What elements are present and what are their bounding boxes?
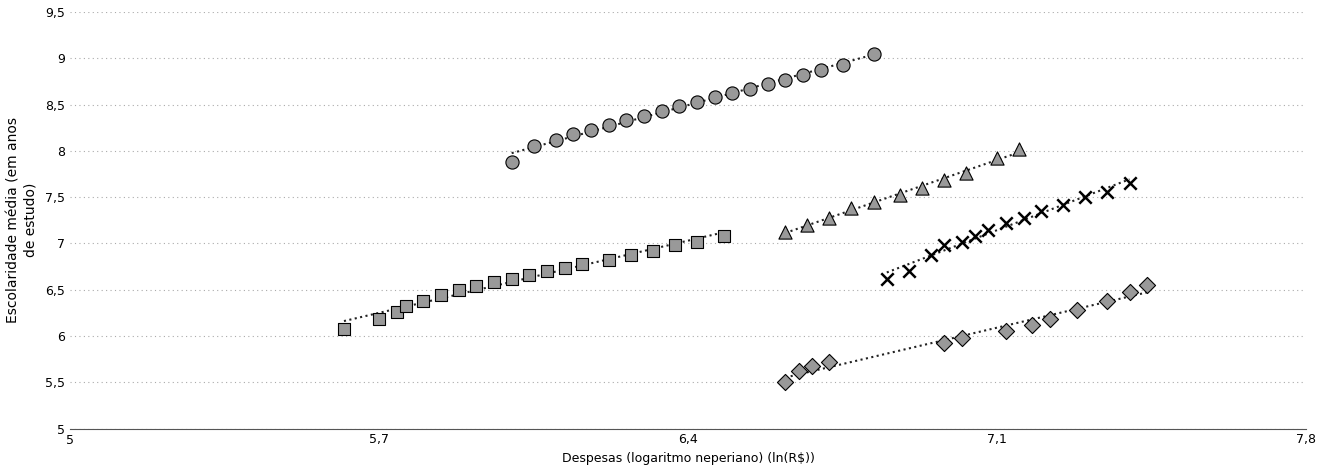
Point bbox=[863, 198, 884, 205]
Point bbox=[1031, 207, 1052, 215]
Point bbox=[1013, 214, 1035, 221]
Point bbox=[951, 334, 972, 342]
Point bbox=[955, 169, 976, 177]
Point bbox=[912, 184, 933, 192]
Point bbox=[562, 130, 583, 138]
Point bbox=[1053, 201, 1074, 208]
Point bbox=[775, 76, 796, 84]
Point bbox=[934, 242, 955, 249]
Point bbox=[789, 367, 810, 375]
Point bbox=[664, 242, 685, 249]
Point bbox=[413, 297, 434, 304]
Point bbox=[934, 340, 955, 347]
Point bbox=[598, 121, 619, 129]
Point bbox=[1040, 316, 1061, 323]
Point bbox=[740, 85, 761, 93]
Point bbox=[704, 93, 725, 101]
Point bbox=[1097, 188, 1118, 195]
Point bbox=[642, 247, 663, 254]
Point bbox=[1119, 288, 1140, 295]
Point bbox=[810, 67, 831, 74]
Point bbox=[669, 102, 691, 110]
Point bbox=[876, 275, 897, 282]
Point bbox=[819, 214, 840, 221]
Point bbox=[1066, 306, 1088, 314]
Point bbox=[501, 158, 523, 166]
Point bbox=[1074, 194, 1095, 201]
Point bbox=[819, 358, 840, 366]
Point bbox=[519, 271, 540, 278]
Point bbox=[934, 177, 955, 184]
Point bbox=[466, 282, 487, 290]
Point bbox=[554, 264, 576, 271]
Point bbox=[898, 268, 919, 275]
X-axis label: Despesas (logaritmo neperiano) (ln(R$)): Despesas (logaritmo neperiano) (ln(R$)) bbox=[562, 452, 815, 465]
Point bbox=[775, 228, 796, 236]
Point bbox=[430, 292, 451, 299]
Point bbox=[832, 61, 853, 68]
Point bbox=[792, 71, 814, 79]
Point bbox=[536, 268, 557, 275]
Point bbox=[448, 286, 470, 294]
Point bbox=[687, 98, 708, 106]
Point bbox=[889, 192, 910, 199]
Point bbox=[921, 251, 942, 258]
Point bbox=[951, 238, 972, 245]
Point bbox=[1008, 145, 1029, 153]
Point bbox=[620, 251, 642, 258]
Point bbox=[863, 50, 884, 58]
Point bbox=[581, 126, 602, 134]
Point bbox=[964, 232, 986, 240]
Point bbox=[713, 232, 734, 240]
Point bbox=[841, 204, 863, 212]
Point bbox=[634, 112, 655, 119]
Point bbox=[1021, 321, 1043, 329]
Point bbox=[572, 260, 593, 268]
Point bbox=[995, 219, 1016, 227]
Point bbox=[615, 117, 636, 124]
Point bbox=[796, 221, 818, 229]
Y-axis label: Escolaridade média (em anos
de estudo): Escolaridade média (em anos de estudo) bbox=[7, 117, 37, 323]
Point bbox=[802, 362, 823, 370]
Point bbox=[1136, 281, 1158, 289]
Point bbox=[978, 227, 999, 234]
Point bbox=[775, 379, 796, 386]
Point bbox=[995, 328, 1016, 335]
Point bbox=[386, 308, 407, 316]
Point bbox=[687, 238, 708, 245]
Point bbox=[987, 154, 1008, 162]
Point bbox=[651, 107, 672, 115]
Point bbox=[722, 90, 744, 97]
Point bbox=[545, 136, 566, 143]
Point bbox=[369, 316, 390, 323]
Point bbox=[483, 278, 504, 286]
Point bbox=[333, 325, 355, 332]
Point bbox=[501, 275, 523, 282]
Point bbox=[523, 143, 544, 150]
Point bbox=[757, 80, 778, 88]
Point bbox=[1119, 179, 1140, 187]
Point bbox=[396, 303, 417, 310]
Point bbox=[598, 256, 619, 264]
Point bbox=[1097, 297, 1118, 304]
